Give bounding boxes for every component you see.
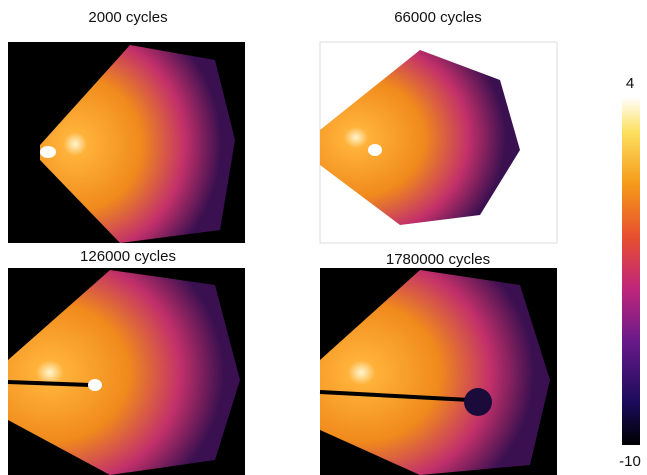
figure: 2000 cycles 66000 cycles 126000 cycles 1… bbox=[0, 0, 647, 475]
hotspot bbox=[368, 144, 382, 156]
panel: 2000 cycles bbox=[8, 9, 245, 243]
panel-title: 66000 cycles bbox=[394, 9, 482, 26]
hotspot bbox=[88, 379, 102, 391]
colorbar: 4 -10 bbox=[619, 75, 641, 470]
panel: 126000 cycles bbox=[8, 248, 245, 475]
panel-title: 2000 cycles bbox=[88, 9, 167, 26]
panel: 66000 cycles bbox=[320, 9, 557, 243]
panel: 1780000 cycles bbox=[320, 251, 557, 475]
colorbar-max-label: 4 bbox=[626, 75, 634, 92]
panel-title: 126000 cycles bbox=[80, 248, 176, 265]
panel-title: 1780000 cycles bbox=[386, 251, 490, 268]
hotspot bbox=[40, 146, 56, 158]
dark-spot bbox=[464, 388, 492, 416]
colorbar-gradient bbox=[622, 97, 640, 445]
colorbar-min-label: -10 bbox=[619, 453, 641, 470]
